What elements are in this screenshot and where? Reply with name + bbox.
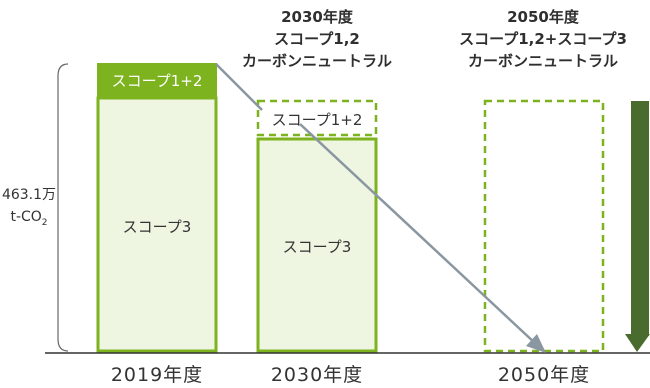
header-2030-target: カーボンニュートラル	[241, 52, 392, 70]
header-2030-year: 2030年度	[281, 8, 353, 26]
emission-value: 463.1万	[1, 187, 57, 203]
header-2030: 2030年度 スコープ1,2 カーボンニュートラル	[222, 6, 412, 72]
bar-2030-scope12-dashed	[256, 99, 378, 137]
emission-label: 463.1万 t-CO2	[0, 184, 58, 234]
reduction-arrow-head	[625, 334, 650, 352]
arrow-scope3-head	[526, 334, 546, 353]
header-2050: 2050年度 スコープ1,2+スコープ3 カーボンニュートラル	[432, 6, 650, 72]
bar-2030-scope3	[256, 137, 378, 353]
header-2050-year: 2050年度	[507, 8, 579, 26]
header-2050-scope: スコープ1,2+スコープ3	[459, 30, 627, 48]
arrow-scope12-reduction	[215, 63, 263, 111]
bar-2019-scope12	[97, 63, 217, 98]
bar-2050-dashed	[483, 99, 605, 353]
reduction-arrow-shaft	[631, 101, 649, 336]
emission-bracket	[57, 63, 69, 352]
year-label-2019: 2019年度	[110, 364, 204, 386]
year-label-2050: 2050年度	[497, 364, 591, 386]
arrow-scope3-reduction	[299, 123, 537, 345]
emission-unit: t-CO2	[0, 206, 58, 234]
emission-unit-text: t-CO	[10, 209, 42, 225]
header-2050-target: カーボンニュートラル	[467, 52, 618, 70]
year-label-2030: 2030年度	[270, 364, 364, 386]
bar-2019-top-label: スコープ1+2	[111, 72, 203, 90]
bar-2030-body-label: スコープ3	[282, 238, 352, 256]
bar-2019-body-label: スコープ3	[122, 218, 192, 236]
bar-2030-top-label: スコープ1+2	[271, 111, 363, 129]
emission-unit-subscript: 2	[41, 217, 48, 228]
bar-2019-scope3	[96, 96, 218, 353]
header-2030-scope: スコープ1,2	[274, 30, 360, 48]
